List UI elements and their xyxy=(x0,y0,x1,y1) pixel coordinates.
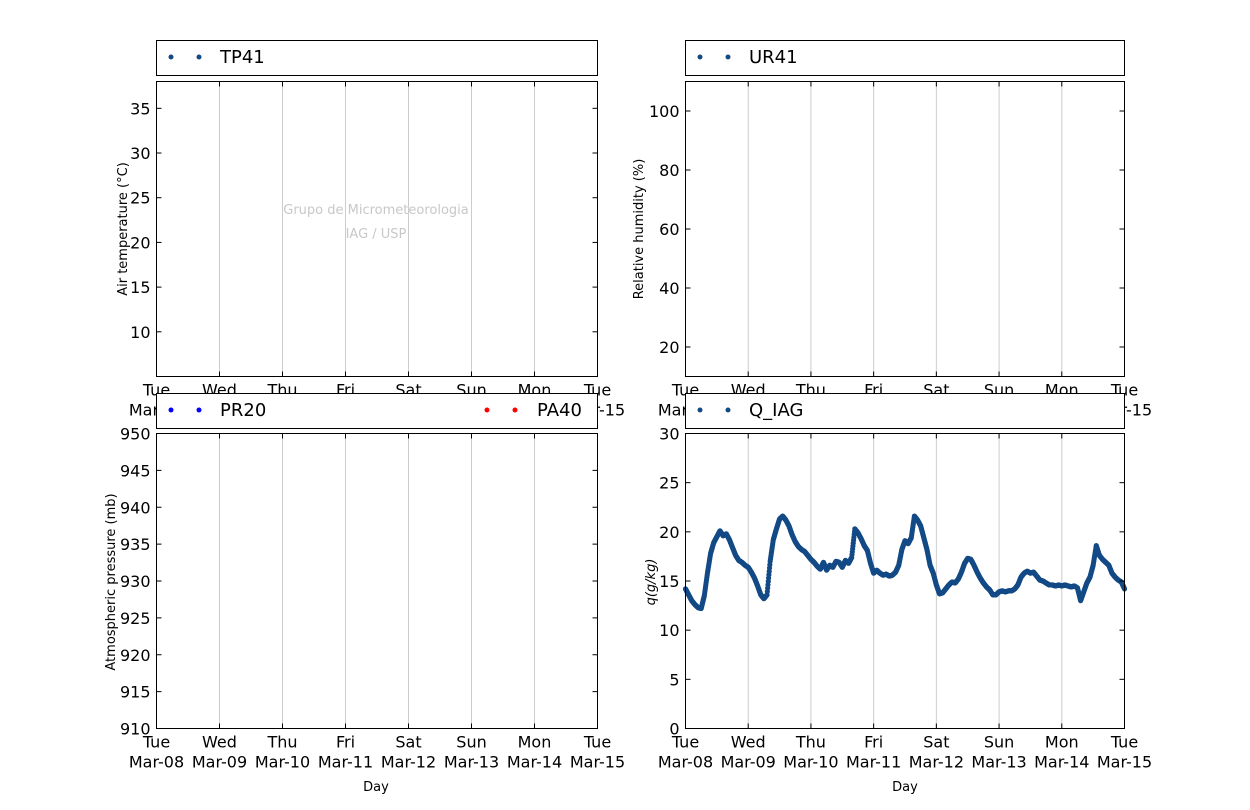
legend-box xyxy=(156,40,598,76)
y-axis-label: q(g/kg) xyxy=(644,559,659,606)
y-tick-label: 915 xyxy=(120,683,151,702)
x-tick-day: Tue xyxy=(583,733,611,752)
x-tick-day: Sun xyxy=(984,733,1014,752)
y-axis-label: Atmospheric pressure (mb) xyxy=(104,493,119,670)
y-axis-label: Relative humidity (%) xyxy=(632,159,647,300)
y-tick-label: 80 xyxy=(659,161,679,180)
legend-label-pr20: PR20 xyxy=(220,400,266,421)
y-tick-label: 925 xyxy=(120,609,151,628)
y-tick-label: 60 xyxy=(659,220,679,239)
x-tick-date: Mar-11 xyxy=(318,753,373,772)
x-tick-date: Mar-09 xyxy=(721,753,776,772)
specific-humidity-legend: Q_IAG xyxy=(685,393,1125,429)
x-tick-date: Mar-15 xyxy=(1097,753,1152,772)
x-tick-day: Thu xyxy=(266,733,297,752)
y-tick-label: 35 xyxy=(130,99,150,118)
x-tick-date: Mar-08 xyxy=(129,753,184,772)
y-tick-label: 15 xyxy=(130,278,150,297)
plot-frame xyxy=(156,81,598,377)
legend-label-q-iag: Q_IAG xyxy=(749,400,803,421)
y-tick-label: 5 xyxy=(669,670,679,689)
legend-marker xyxy=(725,54,731,60)
y-tick-label: 920 xyxy=(120,646,151,665)
legend-marker xyxy=(697,54,703,60)
y-tick-label: 20 xyxy=(130,233,150,252)
legend-marker xyxy=(196,407,202,413)
y-tick-label: 940 xyxy=(120,498,151,517)
x-tick-day: Tue xyxy=(142,733,170,752)
x-tick-date: Mar-12 xyxy=(381,753,436,772)
x-tick-day: Mon xyxy=(518,733,552,752)
y-tick-label: 25 xyxy=(659,474,679,493)
y-tick-label: 15 xyxy=(659,572,679,591)
y-tick-label: 930 xyxy=(120,572,151,591)
x-tick-date: Mar-10 xyxy=(783,753,838,772)
x-tick-day: Tue xyxy=(1110,733,1138,752)
legend-box xyxy=(685,40,1125,76)
x-tick-day: Sun xyxy=(456,733,486,752)
x-tick-date: Mar-10 xyxy=(255,753,310,772)
legend-marker xyxy=(196,54,202,60)
y-tick-label: 0 xyxy=(669,720,679,739)
x-tick-date: Mar-14 xyxy=(507,753,562,772)
y-tick-label: 20 xyxy=(659,338,679,357)
y-tick-label: 950 xyxy=(120,425,151,444)
x-tick-day: Wed xyxy=(731,733,766,752)
legend-marker xyxy=(725,407,731,413)
watermark-line-2: IAG / USP xyxy=(346,227,407,242)
y-tick-label: 10 xyxy=(130,323,150,342)
legend-marker xyxy=(512,407,518,413)
y-tick-label: 10 xyxy=(659,621,679,640)
x-tick-day: Thu xyxy=(795,733,826,752)
x-tick-day: Sat xyxy=(923,733,949,752)
x-tick-day: Mon xyxy=(1045,733,1079,752)
y-tick-label: 30 xyxy=(659,425,679,444)
pressure-legend: PR20 PA40 xyxy=(156,393,598,429)
y-tick-label: 945 xyxy=(120,461,151,480)
y-tick-label: 30 xyxy=(130,144,150,163)
legend-box xyxy=(156,393,598,429)
plot-frame xyxy=(685,433,1125,729)
watermark-line-1: Grupo de Micrometeorologia xyxy=(283,203,469,218)
plot-frame xyxy=(685,81,1125,377)
y-axis-label: Air temperature (°C) xyxy=(116,162,131,296)
y-tick-label: 935 xyxy=(120,535,151,554)
y-tick-label: 20 xyxy=(659,523,679,542)
plot-frame xyxy=(156,433,598,729)
legend-marker xyxy=(697,407,703,413)
x-tick-date: Mar-08 xyxy=(658,753,713,772)
x-tick-day: Fri xyxy=(336,733,355,752)
legend-marker xyxy=(168,54,174,60)
y-tick-label: 25 xyxy=(130,189,150,208)
x-tick-day: Fri xyxy=(864,733,883,752)
x-tick-date: Mar-13 xyxy=(971,753,1026,772)
legend-box xyxy=(685,393,1125,429)
x-axis-label: Day xyxy=(363,780,389,795)
x-tick-date: Mar-09 xyxy=(192,753,247,772)
legend-marker xyxy=(484,407,490,413)
x-tick-date: Mar-13 xyxy=(444,753,499,772)
y-tick-label: 910 xyxy=(120,720,151,739)
x-tick-date: Mar-12 xyxy=(909,753,964,772)
legend-marker xyxy=(168,407,174,413)
x-tick-date: Mar-11 xyxy=(846,753,901,772)
x-tick-day: Sat xyxy=(395,733,421,752)
y-tick-label: 40 xyxy=(659,279,679,298)
legend-label-ur41: UR41 xyxy=(749,47,798,68)
y-tick-label: 100 xyxy=(649,102,680,121)
legend-label-pa40: PA40 xyxy=(537,400,582,421)
legend-label-tp41: TP41 xyxy=(219,47,265,68)
x-tick-day: Tue xyxy=(671,733,699,752)
x-tick-day: Wed xyxy=(202,733,237,752)
x-tick-date: Mar-14 xyxy=(1034,753,1089,772)
x-axis-label: Day xyxy=(892,780,918,795)
x-tick-date: Mar-15 xyxy=(570,753,625,772)
